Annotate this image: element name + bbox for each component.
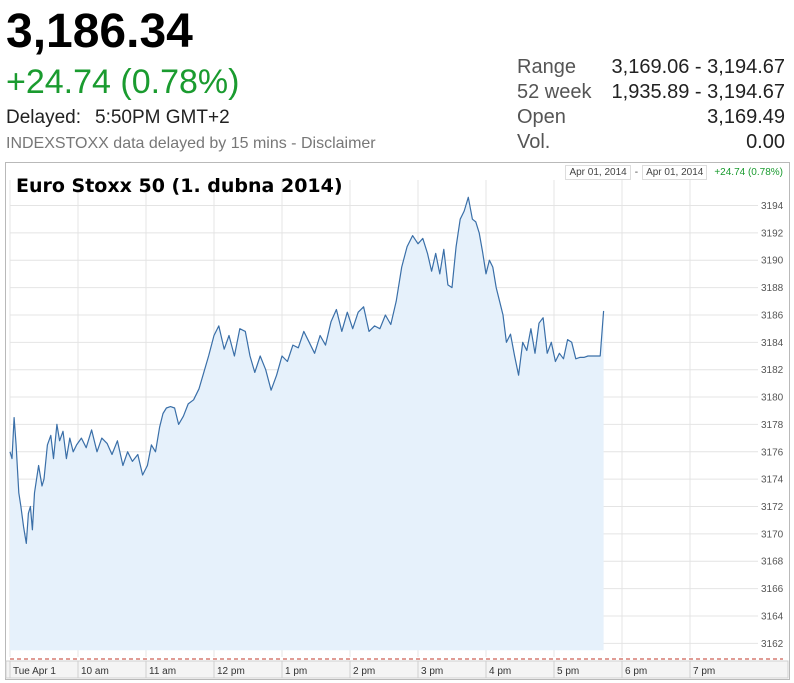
y-tick-label: 3186 (761, 310, 784, 321)
y-tick-label: 3166 (761, 584, 784, 595)
y-tick-label: 3176 (761, 447, 784, 458)
stat-value: 3,169.49 (707, 106, 785, 128)
x-tick-label: 3 pm (421, 666, 443, 677)
range-from[interactable]: Apr 01, 2014 (565, 165, 631, 180)
y-tick-label: 3180 (761, 393, 784, 404)
stat-value: 0.00 (746, 131, 785, 153)
y-tick-label: 3170 (761, 529, 784, 540)
x-tick-label: 12 pm (217, 666, 245, 677)
y-tick-label: 3194 (761, 201, 784, 212)
x-tick-label: 2 pm (353, 666, 375, 677)
y-tick-label: 3178 (761, 420, 784, 431)
y-tick-label: 3190 (761, 256, 784, 267)
y-tick-label: 3182 (761, 365, 784, 376)
range-change: +24.74 (0.78%) (711, 166, 786, 179)
y-tick-label: 3164 (761, 611, 784, 622)
y-tick-label: 3172 (761, 502, 784, 513)
y-tick-label: 3188 (761, 283, 784, 294)
date-range-box: Apr 01, 2014 - Apr 01, 2014 +24.74 (0.78… (565, 165, 786, 180)
stat-label: Vol. (517, 131, 551, 153)
x-tick-label: 7 pm (693, 666, 715, 677)
y-tick-label: 3184 (761, 338, 784, 349)
x-tick-label: Tue Apr 1 (13, 666, 56, 677)
y-tick-label: 3192 (761, 228, 784, 239)
y-tick-label: 3168 (761, 557, 784, 568)
stat-value: 1,935.89 - 3,194.67 (611, 81, 785, 103)
x-tick-label: 10 am (81, 666, 109, 677)
quote-stats: Range 3,169.06 - 3,194.67 52 week 1,935.… (517, 55, 785, 155)
stat-row-open: Open 3,169.49 (517, 105, 785, 130)
last-price: 3,186.34 (6, 5, 193, 58)
disclaimer-text[interactable]: INDEXSTOXX data delayed by 15 mins - Dis… (6, 135, 376, 152)
stat-label: Range (517, 56, 576, 78)
x-tick-label: 11 am (149, 666, 176, 677)
x-tick-label: 6 pm (625, 666, 647, 677)
stat-label: 52 week (517, 81, 592, 103)
range-to[interactable]: Apr 01, 2014 (642, 165, 708, 180)
stat-value: 3,169.06 - 3,194.67 (611, 56, 785, 78)
series-area (10, 197, 604, 651)
price-change: +24.74 (0.78%) (6, 63, 240, 101)
stat-row-volume: Vol. 0.00 (517, 130, 785, 155)
y-tick-label: 3162 (761, 639, 784, 650)
range-separator: - (634, 166, 639, 179)
x-tick-label: 1 pm (285, 666, 307, 677)
x-tick-label: 5 pm (557, 666, 579, 677)
chart-title: Euro Stoxx 50 (1. dubna 2014) (16, 175, 343, 197)
y-tick-label: 3174 (761, 475, 784, 486)
series-line[interactable] (9, 196, 605, 545)
x-axis-strip (5, 660, 789, 679)
delayed-info: Delayed: 5:50PM GMT+2 (6, 107, 230, 129)
stat-label: Open (517, 106, 566, 128)
x-tick-label: 4 pm (489, 666, 511, 677)
delayed-time: 5:50PM GMT+2 (95, 107, 230, 128)
delayed-label: Delayed: (6, 107, 81, 128)
stat-row-52week: 52 week 1,935.89 - 3,194.67 (517, 80, 785, 105)
stat-row-range: Range 3,169.06 - 3,194.67 (517, 55, 785, 80)
